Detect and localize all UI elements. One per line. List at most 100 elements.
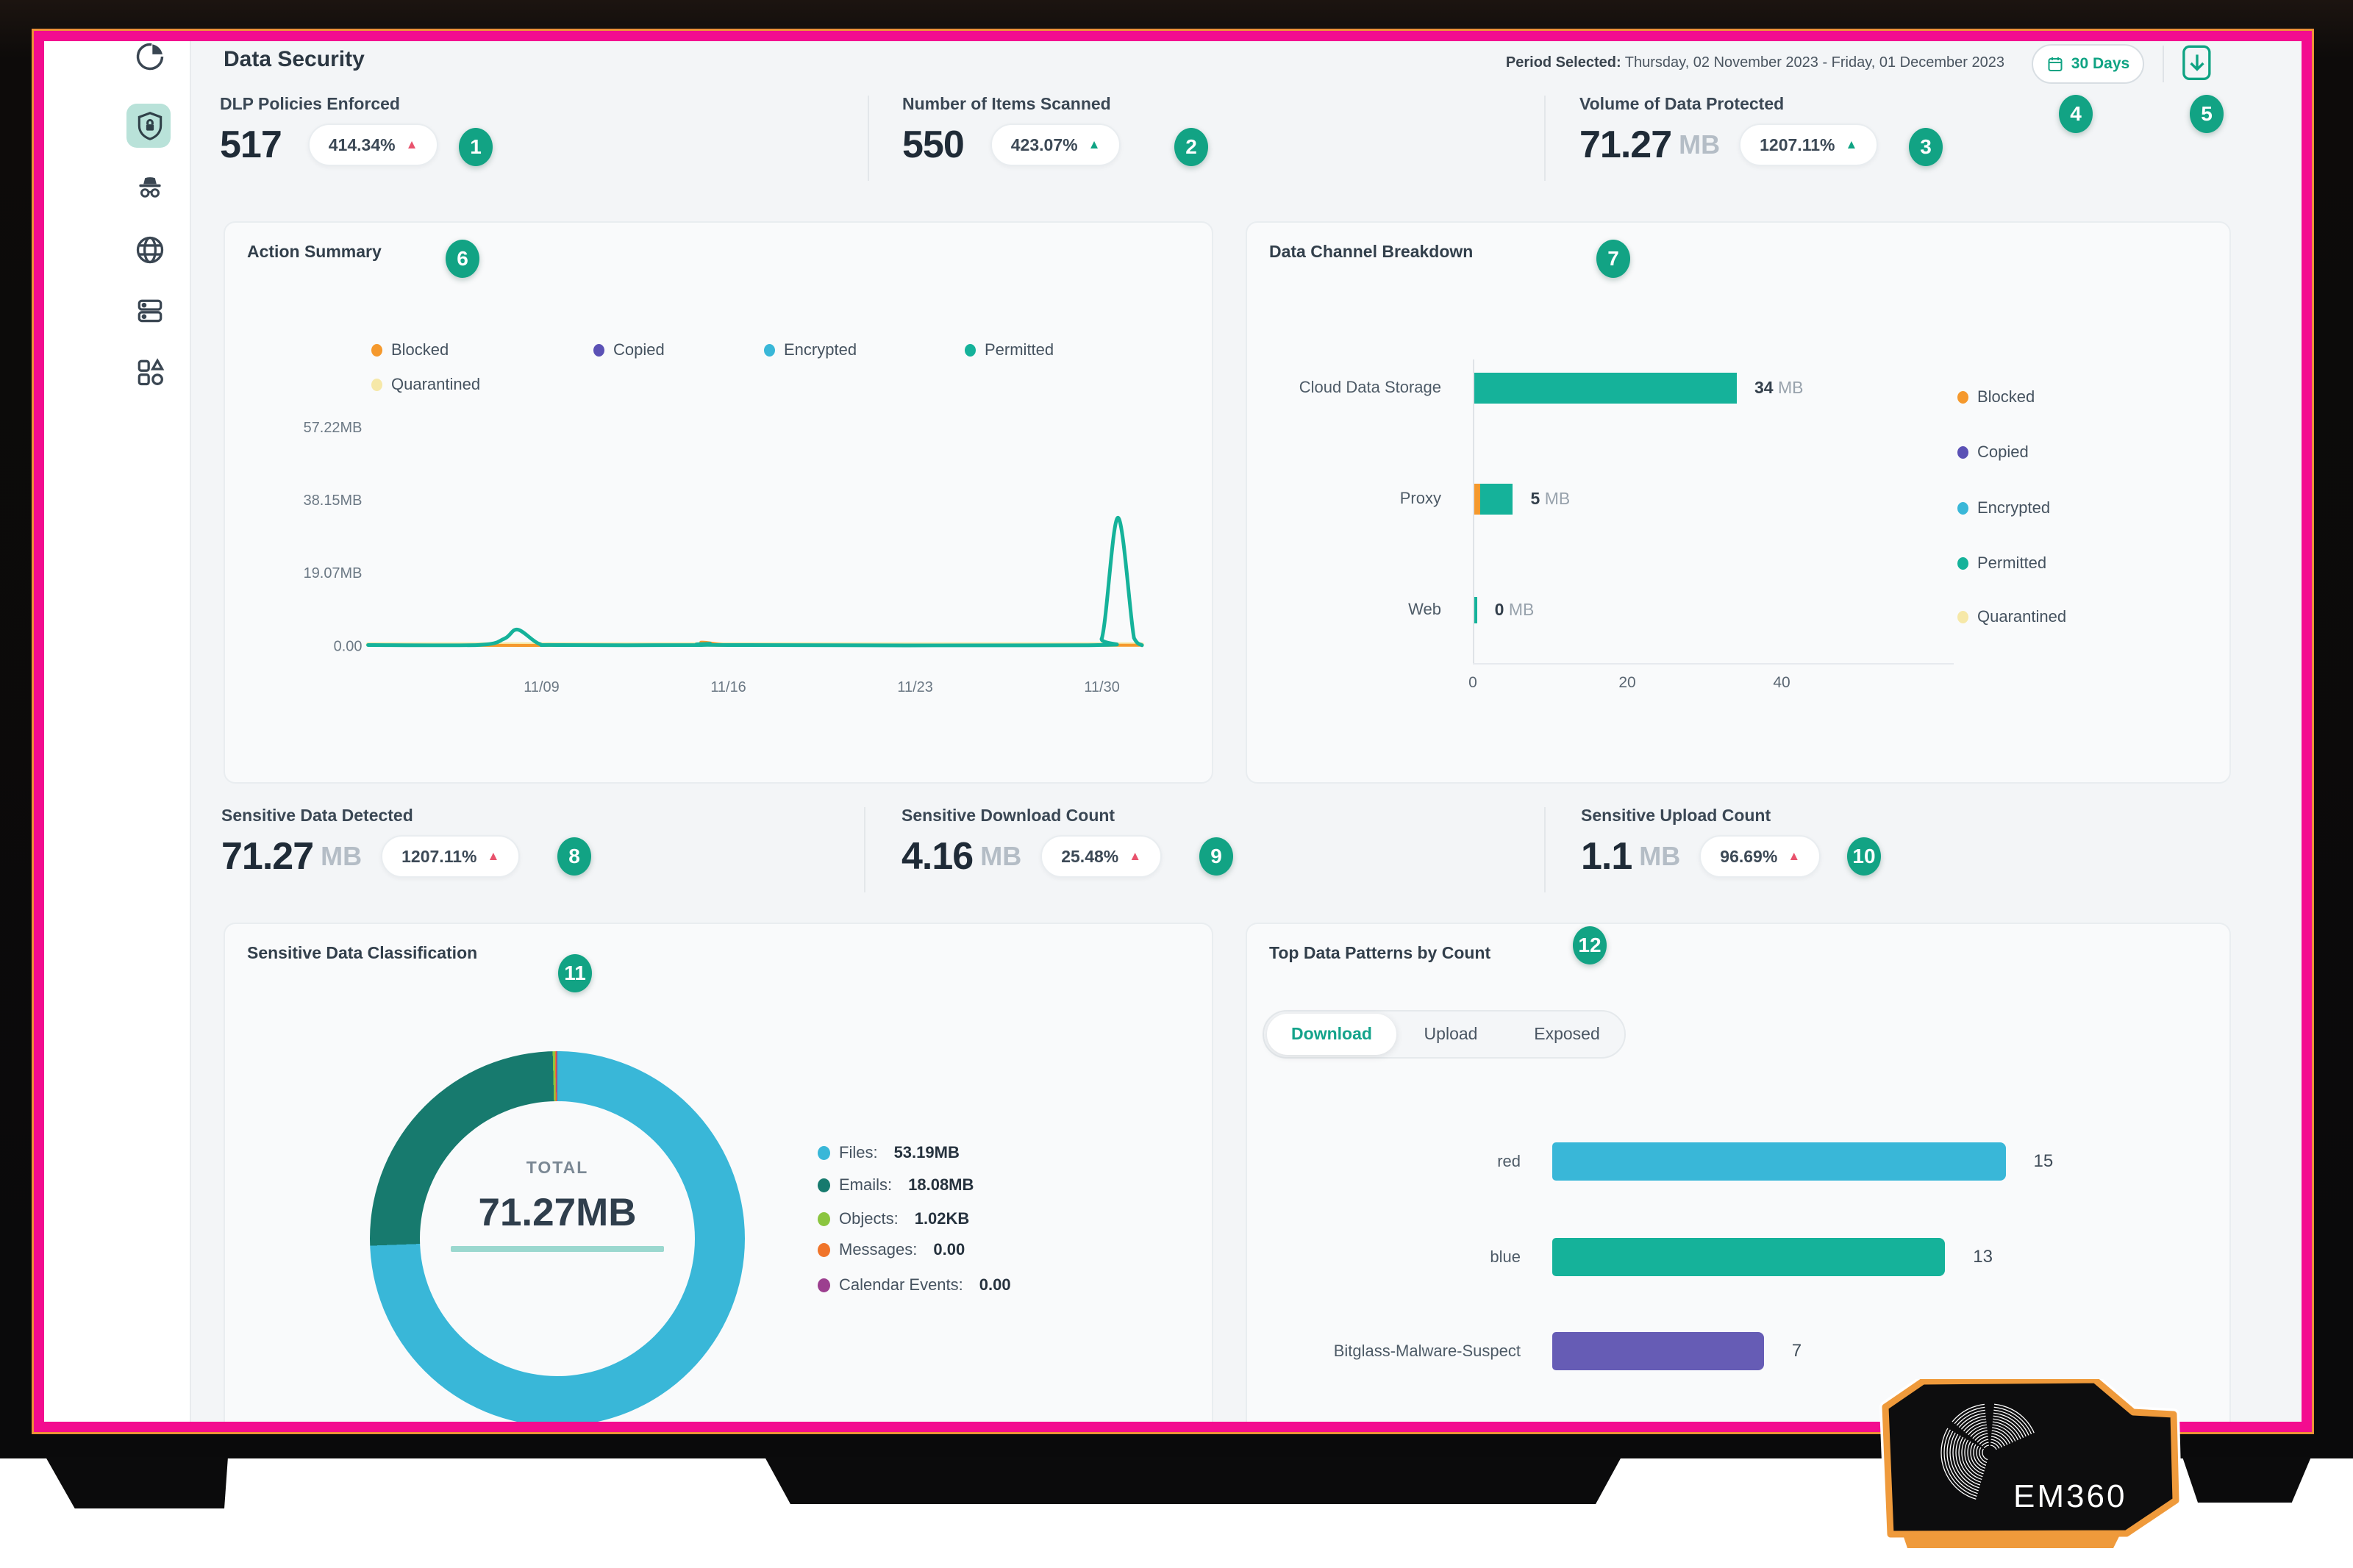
legend-value: 1.02KB	[914, 1209, 970, 1228]
legend-dot	[818, 1211, 830, 1226]
legend-item-encrypted[interactable]: Encrypted	[764, 340, 857, 359]
bar-bitglass-malware-suspect	[1552, 1332, 1764, 1370]
card-title: Sensitive Data Classification	[247, 943, 478, 962]
legend-dot	[818, 1178, 830, 1192]
legend-label: Encrypted	[784, 340, 857, 359]
bar-category-label: Web	[1408, 600, 1441, 618]
callout-badge-4: 4	[2059, 95, 2093, 133]
legend-item-blocked[interactable]: Blocked	[1957, 387, 2035, 407]
sidebar-item-apps[interactable]	[134, 356, 166, 388]
delta-up-icon: ▲	[487, 849, 500, 863]
x-axis-line	[1473, 663, 1954, 665]
legend-label: Copied	[613, 340, 665, 359]
delta-up-icon: ▲	[1788, 849, 1801, 863]
tab-upload[interactable]: Upload	[1424, 1024, 1478, 1043]
legend-dot	[371, 378, 382, 391]
sidebar-item-threat-protection[interactable]	[134, 171, 166, 203]
date-range-button[interactable]: 30 Days	[2032, 44, 2144, 84]
legend-item-files[interactable]: Files: 53.19MB	[818, 1143, 960, 1162]
legend-value: 0.00	[979, 1275, 1011, 1294]
tab-download[interactable]: Download	[1291, 1024, 1372, 1043]
sidebar-item-web[interactable]	[134, 234, 166, 266]
kpi-sensitive-download-count: Sensitive Download Count 4.16 MB 25.48% ▲	[901, 806, 1163, 878]
legend-label: Encrypted	[1977, 498, 2051, 517]
legend-item-copied[interactable]: Copied	[593, 340, 665, 359]
bar-segment-blocked	[1474, 484, 1481, 515]
data-channel-bar-chart: Cloud Data Storage 34 MB Proxy 5 MB Web 0 MB 0…	[1247, 223, 2229, 782]
globe-icon	[136, 236, 164, 264]
bar-value-label: 0 MB	[1494, 600, 1535, 619]
kpi-label: Sensitive Upload Count	[1581, 806, 1771, 825]
legend-item-permitted[interactable]: Permitted	[1957, 554, 2046, 573]
legend-dot	[593, 343, 604, 357]
kpi-unit: MB	[1639, 841, 1681, 871]
svg-text:11/16: 11/16	[710, 679, 746, 695]
legend-value: 53.19MB	[893, 1143, 960, 1161]
x-axis-tick: 0	[1468, 674, 1477, 691]
bar-segment-permitted	[1480, 484, 1513, 515]
kpi-value: 517	[220, 123, 282, 166]
classification-donut-chart	[370, 1051, 745, 1422]
legend-value: 18.08MB	[908, 1175, 974, 1194]
legend-label: Quarantined	[391, 375, 481, 393]
bar-red	[1552, 1142, 2006, 1181]
svg-text:38.15MB: 38.15MB	[304, 493, 363, 509]
frame-tooth-right	[2182, 1457, 2311, 1503]
kpi-dlp-policies-enforced: DLP Policies Enforced 517 414.34% ▲	[220, 94, 439, 167]
legend-dot	[1957, 610, 1968, 623]
delta-up-icon: ▲	[1088, 137, 1101, 151]
legend-item-encrypted[interactable]: Encrypted	[1957, 498, 2050, 518]
shield-lock-icon	[138, 112, 163, 140]
legend-item-objects[interactable]: Objects: 1.02KB	[818, 1209, 969, 1228]
donut-total-label: TOTAL	[526, 1158, 589, 1177]
kpi-label: Sensitive Download Count	[901, 806, 1115, 825]
pie-chart-icon	[136, 43, 164, 71]
legend-item-blocked[interactable]: Blocked	[371, 340, 449, 359]
em360-logo-badge: EM360	[1879, 1374, 2182, 1550]
legend-item-permitted[interactable]: Permitted	[965, 340, 1054, 359]
bar-category-label: Proxy	[1399, 489, 1441, 507]
legend-item-emails[interactable]: Emails: 18.08MB	[818, 1175, 974, 1195]
sidebar-item-infrastructure[interactable]	[134, 295, 166, 327]
bar-value-label: 13	[1973, 1247, 1993, 1267]
legend-dot	[1957, 556, 1968, 570]
legend-label: Blocked	[391, 340, 449, 359]
legend-item-copied[interactable]: Copied	[1957, 443, 2029, 462]
legend-label: Files:	[839, 1143, 878, 1161]
legend-dot	[818, 1145, 830, 1160]
action-summary-line-chart: 57.22MB 38.15MB 19.07MB 0.00 11/09 11/16 11/23…	[304, 420, 1145, 695]
top-patterns-card: Top Data Patterns by Count Download Uplo…	[1246, 923, 2231, 1422]
legend-dot	[818, 1278, 830, 1292]
legend-item-quarantined[interactable]: Quarantined	[371, 375, 480, 394]
donut-total-value: 71.27MB	[478, 1191, 637, 1234]
kpi-delta-pill: 423.07% ▲	[990, 123, 1121, 166]
legend-label: Blocked	[1977, 387, 2035, 406]
sidebar-item-analytics[interactable]	[134, 41, 166, 73]
date-range-label: 30 Days	[2071, 55, 2130, 72]
classification-card: Sensitive Data Classification TOTAL 71.2…	[224, 923, 1213, 1422]
kpi-label: Number of Items Scanned	[902, 94, 1111, 113]
period-value: Thursday, 02 November 2023 - Friday, 01 …	[1621, 54, 2004, 71]
kpi-value: 71.27	[1579, 123, 1672, 166]
incognito-icon	[139, 177, 161, 198]
legend-item-calendarevents[interactable]: Calendar Events: 0.00	[818, 1275, 1011, 1295]
legend-item-messages[interactable]: Messages: 0.00	[818, 1240, 965, 1259]
legend-item-quarantined[interactable]: Quarantined	[1957, 607, 2066, 626]
kpi-sensitive-data-detected: Sensitive Data Detected 71.27 MB 1207.11…	[221, 806, 521, 878]
sidebar-item-data-security[interactable]	[134, 110, 166, 142]
callout-badge-1: 1	[459, 128, 493, 166]
kpi-divider	[868, 96, 869, 181]
card-title: Data Channel Breakdown	[1269, 242, 1474, 261]
callout-badge-11: 11	[558, 954, 592, 992]
data-channel-card: Data Channel Breakdown Cloud Data Storag…	[1246, 221, 2231, 784]
kpi-unit: MB	[1679, 129, 1721, 160]
legend-label: Quarantined	[1977, 607, 2067, 626]
callout-badge-9: 9	[1199, 837, 1233, 876]
kpi-label: Sensitive Data Detected	[221, 806, 413, 825]
tab-exposed[interactable]: Exposed	[1534, 1024, 1600, 1043]
kpi-label: DLP Policies Enforced	[220, 94, 400, 113]
callout-badge-12: 12	[1573, 926, 1607, 964]
legend-dot	[965, 343, 976, 357]
export-download-button[interactable]	[2179, 43, 2215, 85]
svg-text:0.00: 0.00	[334, 638, 363, 654]
